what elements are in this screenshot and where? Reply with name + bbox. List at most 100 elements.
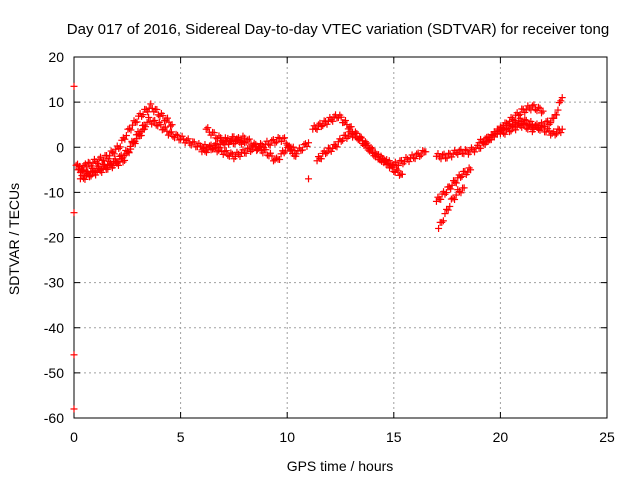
data-point [131, 140, 139, 148]
data-point [134, 130, 142, 138]
data-point [187, 141, 195, 149]
data-point [252, 140, 260, 148]
data-point [140, 125, 148, 133]
data-point [437, 195, 445, 203]
data-point [114, 161, 122, 169]
data-point [444, 206, 452, 214]
data-point [440, 150, 448, 158]
x-tick-label: 5 [177, 429, 185, 445]
data-point [89, 167, 97, 175]
data-point [273, 154, 281, 162]
data-point [239, 146, 247, 154]
data-point [119, 158, 127, 166]
data-point [86, 173, 94, 181]
data-point [501, 130, 509, 138]
data-point [357, 134, 365, 142]
data-point [522, 116, 530, 124]
data-point [167, 122, 175, 130]
data-point [281, 134, 289, 142]
data-point [437, 155, 445, 163]
y-tick-label: 10 [48, 94, 64, 110]
data-point [471, 148, 479, 156]
data-point [366, 145, 374, 153]
data-point [553, 130, 561, 138]
data-point [490, 133, 498, 141]
data-point [268, 152, 276, 160]
y-tick-label: -10 [44, 184, 64, 200]
data-point [201, 147, 209, 155]
data-point [193, 143, 201, 151]
data-points [70, 82, 566, 413]
data-point [455, 188, 463, 196]
data-point [201, 141, 209, 149]
data-point [339, 136, 347, 144]
data-point [184, 135, 192, 143]
data-point [478, 138, 486, 146]
data-point [441, 210, 449, 218]
data-point [106, 152, 114, 160]
data-point [411, 155, 419, 163]
data-point [276, 156, 284, 164]
data-point [79, 166, 87, 174]
data-point [538, 119, 546, 127]
data-point [125, 125, 133, 133]
data-point [130, 117, 138, 125]
data-point [303, 142, 311, 150]
data-point [121, 135, 129, 143]
data-point [305, 139, 313, 147]
data-point [327, 147, 335, 155]
data-point [121, 156, 129, 164]
data-point [257, 140, 265, 148]
data-point [70, 351, 78, 359]
data-point [434, 150, 442, 158]
x-tick-labels: 0 5 10 15 20 25 [70, 429, 615, 445]
data-point [242, 149, 250, 157]
y-tick-label: -50 [44, 365, 64, 381]
data-point [148, 104, 156, 112]
data-point [244, 136, 252, 144]
data-point [167, 128, 175, 136]
data-point [144, 108, 152, 116]
data-point [439, 217, 447, 225]
data-point [361, 138, 369, 146]
data-point [525, 122, 533, 130]
data-point [209, 145, 217, 153]
data-point [416, 152, 424, 160]
data-point [516, 114, 524, 122]
data-point [555, 99, 563, 107]
data-point [210, 129, 218, 137]
data-point [383, 156, 391, 164]
data-point [287, 143, 295, 151]
data-point [544, 117, 552, 125]
x-tick-label: 25 [599, 429, 615, 445]
data-point [172, 130, 180, 138]
data-point [341, 117, 349, 125]
y-tick-label: -40 [44, 320, 64, 336]
data-point [133, 118, 141, 126]
data-point [397, 156, 405, 164]
data-point [137, 131, 145, 139]
data-point [484, 137, 492, 145]
data-point [477, 144, 485, 152]
data-point [148, 120, 156, 128]
data-point [528, 102, 536, 110]
data-point [300, 141, 308, 149]
data-point [116, 143, 124, 151]
x-tick-label: 0 [70, 429, 78, 445]
data-point [130, 138, 138, 146]
y-tick-label: -60 [44, 410, 64, 426]
data-point [153, 106, 161, 114]
data-point [509, 122, 517, 130]
data-point [236, 152, 244, 160]
data-point [367, 144, 375, 152]
data-point [458, 172, 466, 180]
data-point [542, 128, 550, 136]
data-point [521, 120, 529, 128]
data-point [104, 155, 112, 163]
data-point [216, 144, 224, 152]
data-point [260, 144, 268, 152]
data-point [190, 138, 198, 146]
axis-ticks [73, 56, 608, 419]
data-point [398, 170, 406, 178]
